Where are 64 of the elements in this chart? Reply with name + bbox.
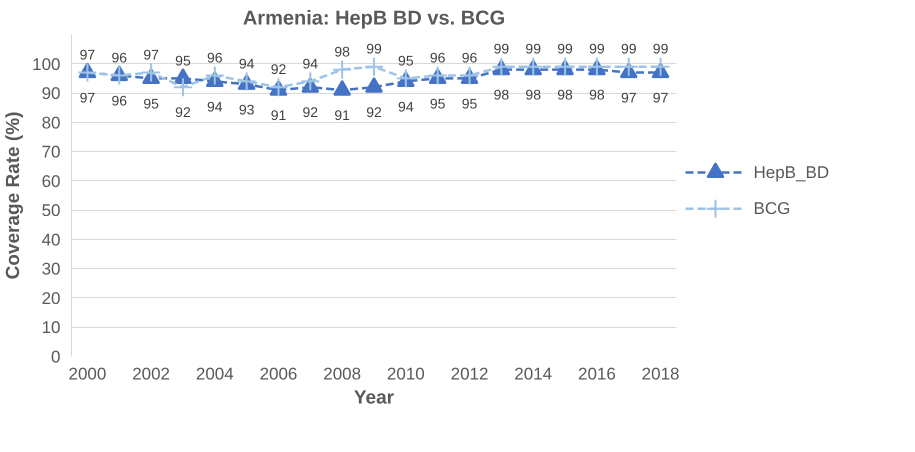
data-label: 95 (462, 95, 478, 112)
y-tick-label: 60 (42, 172, 61, 191)
data-label: 96 (207, 49, 223, 66)
data-label: 97 (80, 46, 96, 63)
x-axis-title: Year (354, 388, 395, 408)
x-tick-label: 2002 (132, 364, 170, 384)
data-label: 96 (111, 92, 128, 108)
data-label: 97 (80, 90, 96, 106)
data-label: 99 (525, 40, 542, 57)
y-tick-label: 0 (51, 348, 61, 366)
data-label: 95 (175, 52, 191, 68)
x-tick-label: 2014 (514, 364, 552, 384)
x-tick-label: 2012 (450, 364, 488, 384)
data-label: 99 (494, 40, 510, 57)
chart-title: Armenia: HepB BD vs. BCG (242, 8, 506, 30)
data-label: 92 (175, 104, 191, 120)
data-label: 97 (620, 90, 637, 106)
y-tick-label: 50 (42, 201, 61, 220)
data-label: 97 (652, 90, 669, 106)
data-label: 92 (270, 61, 286, 78)
data-label: 99 (652, 40, 669, 57)
data-label: 95 (398, 52, 414, 68)
data-label: 99 (366, 40, 382, 57)
data-label: 92 (366, 104, 382, 120)
data-label: 93 (238, 101, 255, 118)
data-label: 99 (589, 40, 605, 57)
data-label: 96 (462, 49, 478, 66)
y-tick-label: 70 (42, 142, 61, 162)
data-label: 94 (238, 55, 255, 72)
x-tick-label: 2016 (578, 364, 616, 384)
data-label: 98 (589, 86, 605, 103)
legend-label: BCG (754, 199, 790, 218)
data-label: 97 (143, 46, 160, 63)
data-label: 98 (334, 44, 350, 60)
data-label: 95 (430, 95, 446, 112)
data-label: 98 (525, 86, 542, 103)
y-tick-label: 10 (42, 318, 61, 338)
x-tick-label: 2018 (642, 364, 680, 384)
y-tick-label: 40 (42, 230, 61, 250)
data-label: 94 (398, 98, 414, 114)
data-label: 91 (270, 107, 286, 124)
y-tick-label: 20 (42, 288, 61, 308)
y-tick-label: 90 (42, 84, 61, 104)
x-tick-label: 2000 (68, 364, 106, 384)
data-label: 94 (207, 98, 223, 114)
data-label: 95 (143, 95, 160, 112)
data-label: 92 (302, 104, 318, 120)
legend-label: HepB_BD (754, 162, 830, 182)
data-label: 91 (334, 107, 350, 124)
y-tick-label: 100 (32, 54, 61, 74)
x-tick-label: 2008 (323, 364, 362, 384)
x-tick-label: 2010 (386, 364, 425, 384)
data-label: 98 (557, 86, 574, 103)
x-tick-label: 2006 (260, 364, 298, 384)
data-label: 99 (620, 40, 637, 57)
x-tick-label: 2004 (196, 364, 234, 384)
data-label: 96 (430, 49, 446, 66)
y-tick-label: 80 (42, 113, 61, 132)
data-label: 94 (302, 55, 318, 72)
data-label: 98 (494, 86, 510, 103)
data-label: 96 (111, 49, 128, 66)
y-axis-title: Coverage Rate (%) (3, 112, 24, 280)
data-label: 99 (557, 40, 574, 57)
y-tick-label: 30 (42, 260, 61, 279)
